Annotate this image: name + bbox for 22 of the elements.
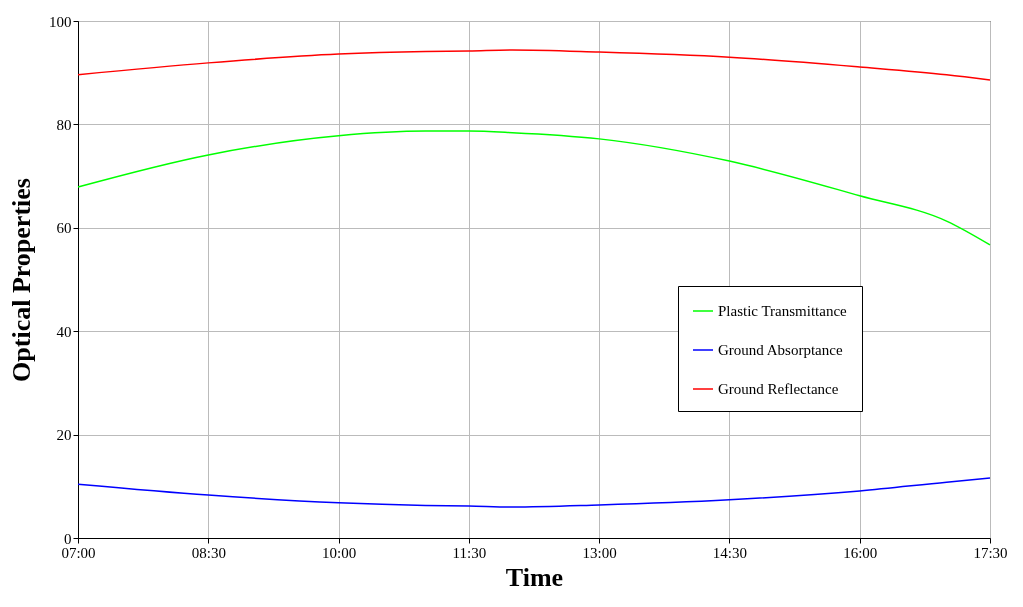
line-series (77, 130, 991, 246)
x-tick-label: 11:30 (452, 544, 487, 561)
y-tick-label: 20 (56, 427, 72, 444)
line-series (77, 477, 991, 508)
y-tick-label: 100 (49, 13, 72, 30)
legend-label: Ground Reflectance (718, 381, 839, 397)
x-tick-label: 07:00 (61, 544, 96, 561)
x-tick-label: 16:00 (843, 544, 878, 561)
x-tick-label: 13:00 (582, 544, 617, 561)
legend-label: Ground Absorptance (718, 342, 843, 358)
x-tick-label: 10:00 (321, 544, 357, 561)
legend-label: Plastic Transmittance (718, 303, 848, 319)
y-tick-label: 60 (56, 220, 72, 237)
x-tick-label: 17:30 (973, 544, 1008, 561)
y-axis-title: Optical Properties (7, 178, 36, 382)
y-tick-label: 0 (64, 530, 72, 547)
y-tick-label: 80 (56, 116, 72, 133)
x-axis-title: Time (505, 562, 564, 592)
y-tick-label: 40 (56, 323, 72, 340)
x-tick-label: 08:30 (191, 544, 226, 561)
x-tick-label: 14:30 (712, 544, 748, 561)
line-series (77, 49, 991, 81)
